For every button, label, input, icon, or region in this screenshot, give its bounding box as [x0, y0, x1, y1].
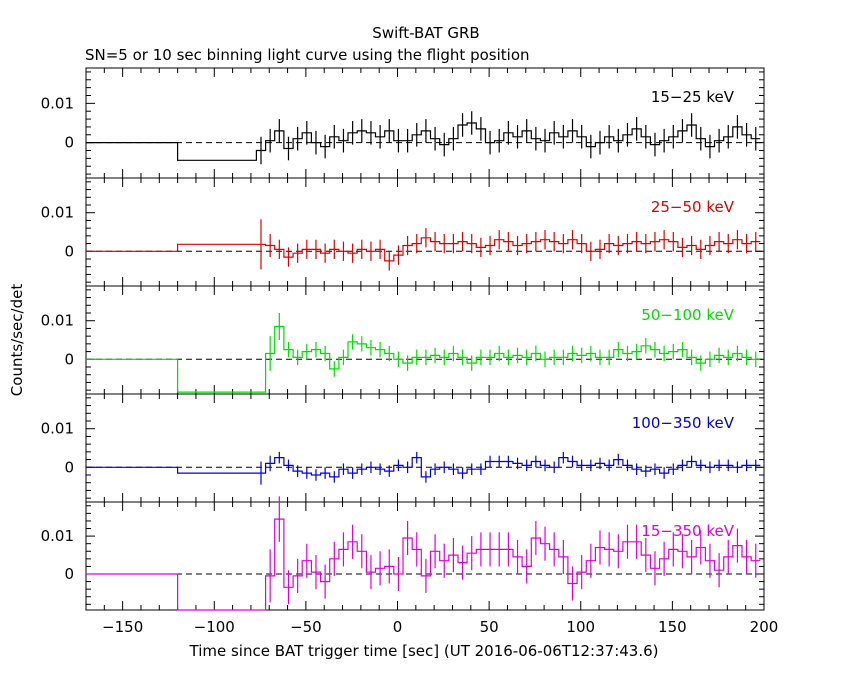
- y-tick-label: 0.01: [41, 312, 74, 330]
- light-curve-step: [86, 325, 761, 393]
- light-curve-step: [86, 122, 761, 161]
- chart-subtitle: SN=5 or 10 sec binning light curve using…: [85, 46, 530, 64]
- y-tick-label: 0.01: [41, 420, 74, 438]
- panel-frame: [85, 393, 765, 503]
- y-tick-label: 0: [64, 134, 74, 152]
- y-tick-label: 0.01: [41, 527, 74, 545]
- light-curve-step: [86, 457, 761, 478]
- y-tick-label: 0.01: [41, 204, 74, 222]
- y-tick-label: 0: [64, 350, 74, 368]
- chart-title: Swift-BAT GRB: [372, 24, 479, 42]
- x-axis-label: Time since BAT trigger time [sec] (UT 20…: [189, 642, 659, 660]
- x-tick-label: −150: [102, 618, 143, 636]
- x-tick-label: 200: [750, 618, 779, 636]
- x-tick-label: 50: [480, 618, 499, 636]
- band-label: 15−350 keV: [641, 522, 734, 540]
- panel-frame: [85, 285, 765, 395]
- x-tick-label: −50: [290, 618, 322, 636]
- y-tick-label: 0: [64, 565, 74, 583]
- y-axis-label: Counts/sec/det: [8, 284, 26, 397]
- band-label: 100−350 keV: [632, 414, 735, 432]
- panels: 0 0.01 15−25 keV 0 0.01 25−50 keV 0 0.01 50−100 …: [41, 67, 779, 636]
- x-tick-label: 0: [393, 618, 403, 636]
- panel-1: 0 0.01 15−25 keV: [41, 67, 765, 179]
- y-tick-label: 0: [64, 242, 74, 260]
- panel-frame: [85, 501, 765, 611]
- panel-2: 0 0.01 25−50 keV: [41, 177, 765, 287]
- x-tick-label: 100: [566, 618, 595, 636]
- band-label: 50−100 keV: [641, 306, 734, 324]
- panel-4: 0 0.01 100−350 keV: [41, 393, 765, 503]
- band-label: 15−25 keV: [651, 88, 735, 106]
- light-curve-step: [86, 237, 761, 262]
- x-tick-label: 150: [658, 618, 687, 636]
- y-tick-label: 0.01: [41, 94, 74, 112]
- panel-frame: [85, 67, 765, 179]
- band-label: 25−50 keV: [651, 198, 735, 216]
- panel-3: 0 0.01 50−100 keV: [41, 285, 765, 395]
- y-tick-label: 0: [64, 458, 74, 476]
- panel-frame: [85, 177, 765, 287]
- x-tick-label: −100: [194, 618, 235, 636]
- panel-5: 0 0.01 15−350 keV: [41, 496, 765, 611]
